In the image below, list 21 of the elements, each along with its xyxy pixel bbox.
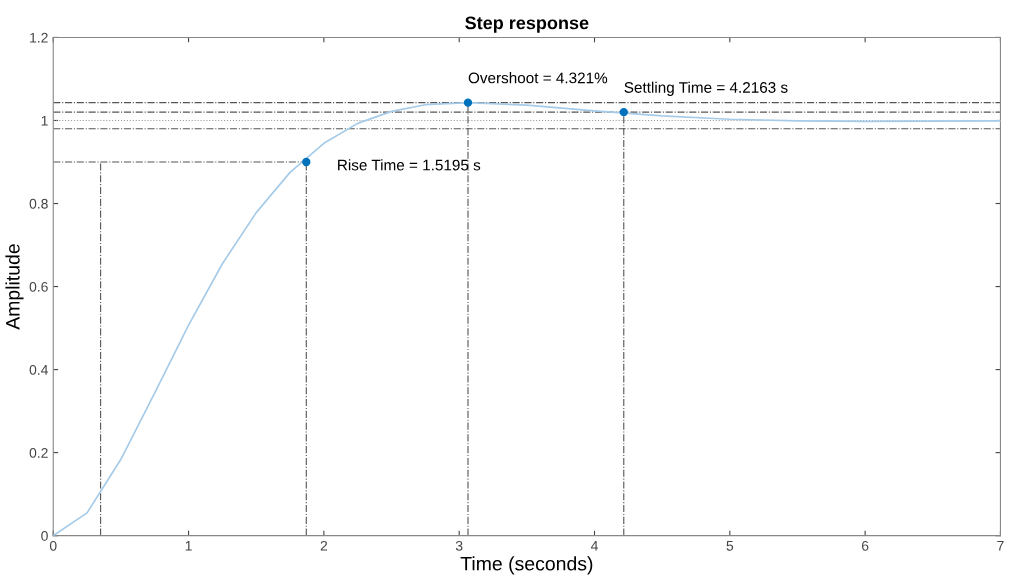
y-tick-label: 1 bbox=[41, 115, 48, 126]
y-axis-title: Amplitude bbox=[5, 244, 24, 330]
x-tick-label: 2 bbox=[320, 540, 328, 551]
y-tick-label: 0.2 bbox=[29, 447, 48, 458]
x-tick-label: 5 bbox=[726, 541, 734, 551]
annotation: Overshoot = 4.321% bbox=[468, 72, 608, 84]
x-tick-label: 0 bbox=[49, 540, 57, 551]
chart-title: Step response bbox=[465, 16, 589, 33]
x-tick-label: 1 bbox=[185, 541, 192, 551]
y-tick-label: 0 bbox=[41, 531, 48, 541]
x-axis-title: Time (seconds) bbox=[460, 556, 593, 575]
annotation: Rise Time = 1.5195 s bbox=[338, 159, 481, 171]
y-tick-label: 1.2 bbox=[30, 32, 48, 43]
x-tick-label: 3 bbox=[455, 540, 463, 551]
x-tick-label: 7 bbox=[997, 541, 1004, 551]
x-tick-label: 6 bbox=[861, 540, 869, 551]
y-tick-label: 0.8 bbox=[29, 198, 48, 209]
annotation: Settling Time = 4.2163 s bbox=[624, 81, 788, 96]
y-tick-label: 0.4 bbox=[29, 364, 48, 375]
y-tick-label: 0.6 bbox=[29, 281, 48, 292]
x-tick-label: 4 bbox=[590, 541, 598, 551]
